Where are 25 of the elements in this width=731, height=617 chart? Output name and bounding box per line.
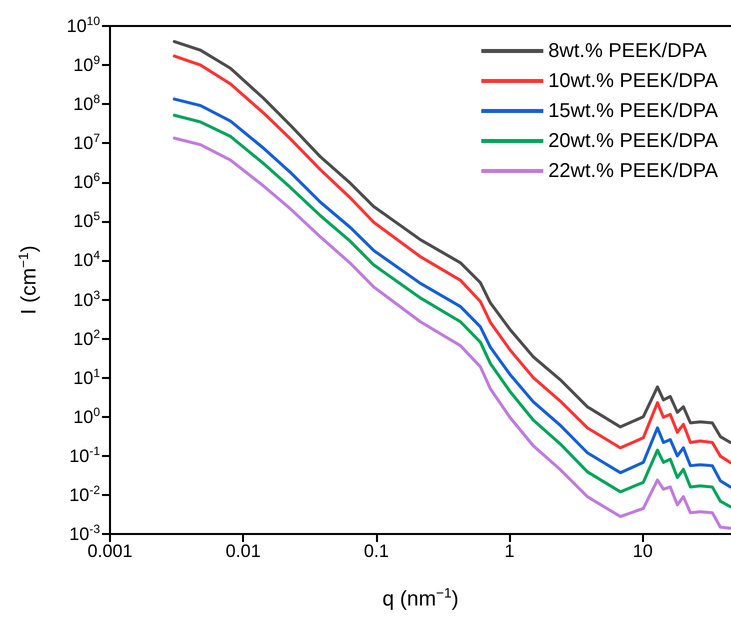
legend-label: 20wt.% PEEK/DPA bbox=[548, 130, 719, 152]
legend-label: 22wt.% PEEK/DPA bbox=[548, 160, 719, 182]
y-tick-label: 10$^{5}$ bbox=[73, 209, 100, 234]
x-tick-label: 1 bbox=[504, 541, 515, 561]
y-tick-label: 10$^{3}$ bbox=[73, 288, 100, 312]
y-tick-label: 10$^{2}$ bbox=[73, 326, 100, 351]
y-tick-label: 10$^{-3}$ bbox=[69, 522, 100, 544]
x-tick-label: 10 bbox=[632, 541, 653, 561]
legend-label: 10wt.% PEEK/DPA bbox=[548, 70, 719, 92]
y-tick-label: 10$^{4}$ bbox=[73, 248, 100, 272]
y-tick-label: 10$^{8}$ bbox=[73, 92, 100, 116]
y-tick-label: 10$^{9}$ bbox=[73, 53, 100, 78]
y-tick-label: 10$^{-2}$ bbox=[69, 482, 100, 507]
y-tick-label: 10$^{0}$ bbox=[73, 404, 100, 429]
y-tick-label: 10$^{10}$ bbox=[66, 14, 100, 38]
legend-label: 15wt.% PEEK/DPA bbox=[548, 100, 719, 122]
x-tick-label: 0.01 bbox=[226, 541, 261, 561]
y-tick-label: 10$^{1}$ bbox=[73, 366, 100, 390]
y-tick-label: 10$^{-1}$ bbox=[69, 444, 100, 468]
legend-label: 8wt.% PEEK/DPA bbox=[548, 40, 708, 62]
x-tick-label: 0.001 bbox=[87, 541, 133, 561]
y-tick-label: 10$^{7}$ bbox=[73, 131, 100, 156]
y-axis-title: I (cm−1) bbox=[16, 245, 41, 315]
y-tick-label: 10$^{6}$ bbox=[73, 170, 100, 194]
x-tick-label: 0.1 bbox=[364, 541, 389, 561]
